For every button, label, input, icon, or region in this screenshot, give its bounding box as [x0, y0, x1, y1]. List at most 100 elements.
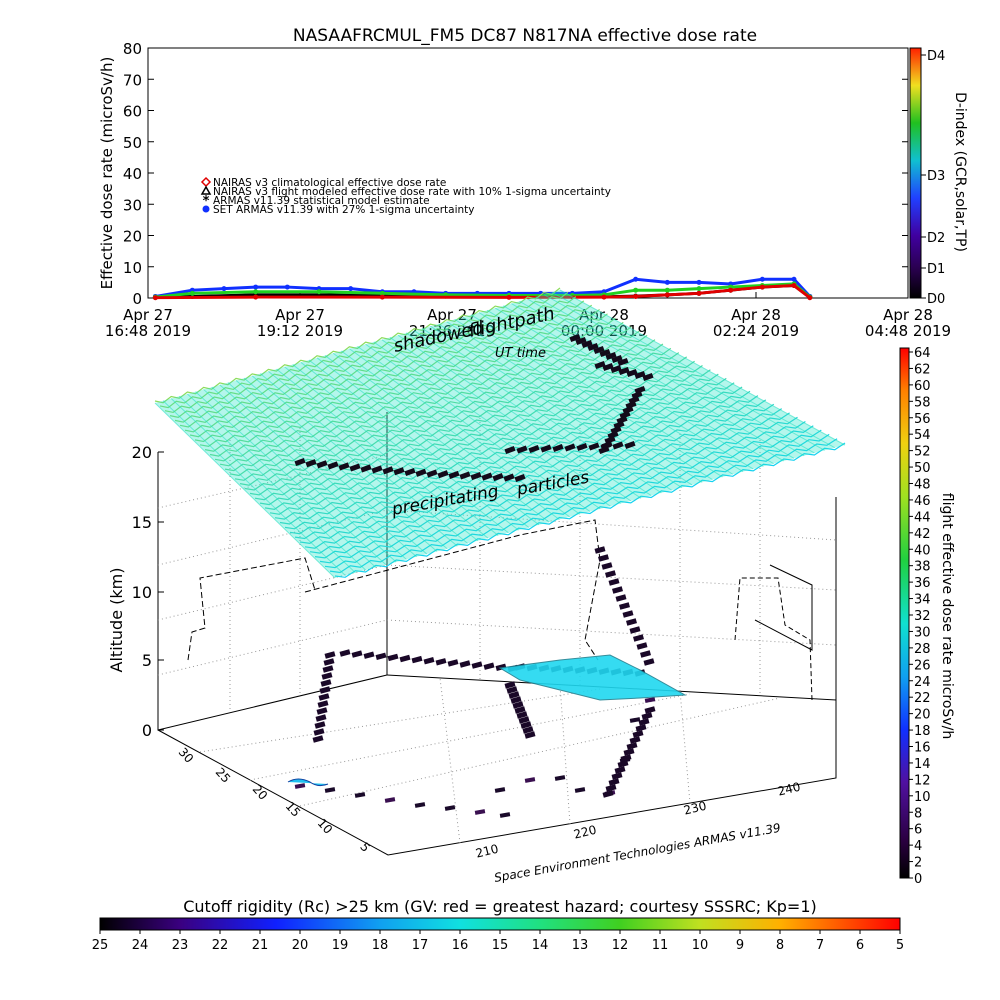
sheet-row — [174, 304, 593, 423]
sheet-col — [284, 366, 499, 536]
sheet-col — [308, 359, 530, 528]
dose-colorbar-tick-label: 40 — [914, 543, 931, 558]
cyan-dose-patch — [498, 654, 687, 701]
top-y-tick-label: 0 — [132, 290, 142, 308]
floor-path-segment — [354, 792, 366, 798]
cutoff-tick-label: 25 — [92, 938, 109, 953]
dose-colorbar-tick-label: 46 — [914, 494, 931, 509]
series-point — [759, 284, 765, 290]
sheet-row — [219, 343, 664, 467]
series-line — [155, 282, 811, 299]
sheet-row — [214, 339, 656, 462]
d-index-tick-label: D3 — [927, 169, 945, 184]
latitude-tick-label: 15 — [283, 799, 304, 820]
altitude-tick-label: 20 — [132, 443, 152, 462]
flight-path-segment — [323, 658, 335, 666]
cutoff-tick-label: 17 — [412, 938, 429, 953]
floor-dose-patch — [287, 778, 329, 787]
d-index-colorbar — [909, 47, 922, 299]
series-point — [379, 290, 385, 296]
floor-path-segment — [574, 787, 586, 793]
top-x-tick-time: 19:12 2019 — [257, 322, 343, 340]
upper-path-segment — [415, 468, 427, 477]
floor-path-segment — [384, 797, 396, 803]
dose-colorbar-tick-label: 58 — [914, 395, 931, 410]
latitude-ticks: 5 10 15 20 25 30 — [176, 745, 373, 855]
sheet-row — [159, 291, 569, 409]
sheet-col — [154, 402, 336, 579]
flight-path-segment — [312, 735, 324, 743]
latitude-tick-label: 5 — [357, 840, 373, 855]
upper-path-segment — [371, 465, 383, 474]
legend-marker-circle — [202, 205, 210, 213]
upper-path-segment — [599, 348, 611, 358]
flight-path-segment — [611, 772, 623, 780]
series-point — [253, 289, 259, 295]
top-x-tick-time: 16:48 2019 — [105, 322, 191, 340]
sheet-col — [251, 375, 458, 547]
dose-colorbar-tick-label: 50 — [914, 461, 931, 476]
sheet-row — [154, 287, 561, 404]
longitude-tick-label: 220 — [572, 823, 598, 842]
sheet-row — [299, 412, 790, 545]
sheet-col — [178, 395, 366, 571]
sheet-col — [357, 346, 591, 512]
floor-path-segment — [554, 775, 566, 781]
flight-path-segment — [324, 651, 336, 659]
sheet-row — [229, 352, 680, 477]
upper-path-segment — [624, 440, 636, 450]
credit-text: Space Environment Technologies ARMAS v11… — [493, 821, 782, 885]
series-point — [696, 290, 702, 296]
dose-colorbar-tick-label: 48 — [914, 478, 931, 493]
sheet-col — [422, 328, 672, 491]
sheet-col — [438, 323, 693, 486]
sheet-row — [294, 408, 783, 540]
flight-path-segment — [387, 653, 399, 662]
flight-path-segment — [423, 656, 435, 665]
flight-path-segment — [435, 658, 447, 666]
flight-path-segment — [516, 711, 528, 719]
longitude-tick-label: 210 — [474, 842, 500, 861]
altitude-axis-label: Altitude (km) — [107, 568, 126, 673]
flight-path-segment — [612, 586, 623, 594]
series-point — [221, 286, 227, 292]
sheet-col — [413, 330, 662, 494]
series-point — [791, 283, 797, 288]
flight-path-segment — [626, 742, 638, 750]
top-x-tick-date: Apr 27 — [427, 306, 477, 324]
flight-path-segment — [459, 660, 471, 668]
flight-path-segment — [321, 672, 333, 680]
flight-path-segment — [318, 693, 330, 701]
series-point — [348, 286, 354, 292]
flight-path-segment — [313, 728, 325, 736]
flight-path-segment — [363, 651, 375, 659]
upper-path-segment — [349, 463, 361, 472]
sheet-col — [446, 321, 703, 483]
upper-path-segment — [616, 415, 628, 425]
sheet-col — [551, 291, 836, 449]
series-point — [807, 295, 813, 301]
flight-path-segment — [636, 642, 648, 650]
floor-path-segment — [294, 783, 306, 789]
dose-colorbar-tick-label: 28 — [914, 642, 931, 657]
sheet-row — [309, 421, 806, 554]
dose-colorbar-tick-label: 20 — [914, 708, 931, 723]
top-y-tick-label: 20 — [123, 228, 142, 246]
precipitating-particles-sheet — [154, 287, 846, 579]
dose-colorbar-tick-label: 56 — [914, 412, 931, 427]
sheet-row — [314, 425, 814, 559]
upper-path-segment — [576, 442, 588, 452]
dose-colorbar-tick-label: 38 — [914, 560, 931, 575]
sheet-col — [316, 357, 540, 526]
flight-path-segment — [605, 784, 617, 792]
sheet-row — [329, 438, 838, 574]
sheet-col — [381, 339, 621, 504]
dose-colorbar-label: flight effective dose rate microSv/h — [939, 493, 955, 739]
sheet-row — [244, 365, 703, 491]
box-floor-front — [157, 700, 837, 856]
sheet-row — [269, 386, 743, 515]
altitude-tick-label: 5 — [142, 651, 152, 670]
sheet-col — [503, 305, 774, 465]
flight-path-segment — [635, 724, 647, 732]
